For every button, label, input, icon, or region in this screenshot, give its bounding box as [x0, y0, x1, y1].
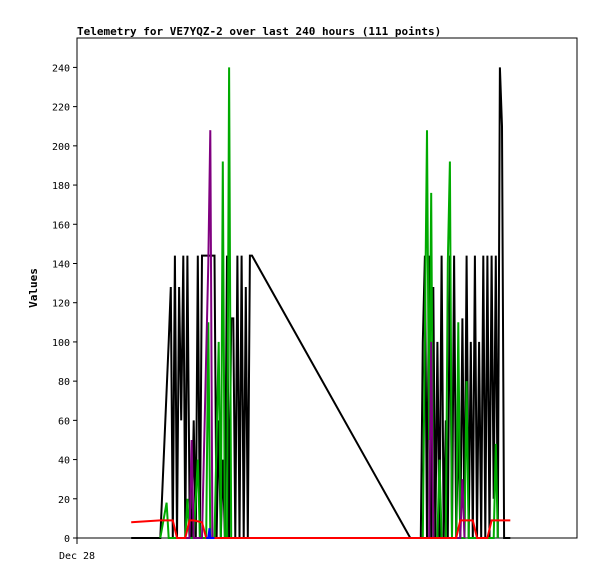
y-axis: 0 20 40 60 80 100 120 140 160 180 200 220 240 [52, 63, 77, 545]
y-tick-label: 80 [58, 377, 70, 388]
y-tick-label: 140 [52, 259, 70, 270]
y-tick-label: 240 [52, 63, 70, 74]
y-tick-label: 220 [52, 103, 70, 114]
y-tick-label: 0 [64, 534, 70, 545]
y-tick-label: 200 [52, 142, 70, 153]
y-tick-label: 180 [52, 181, 70, 192]
y-tick-label: 160 [52, 220, 70, 231]
x-tick-label: Dec 28 [59, 551, 95, 562]
y-tick-label: 120 [52, 299, 70, 310]
y-tick-label: 100 [52, 338, 70, 349]
y-tick-label: 60 [58, 416, 70, 427]
y-tick-label: 20 [58, 495, 70, 506]
x-axis: Dec 28 [59, 538, 95, 562]
series-line-4 [131, 519, 511, 539]
y-tick-label: 40 [58, 456, 70, 467]
chart-title: Telemetry for VE7YQZ-2 over last 240 hou… [77, 25, 441, 38]
series-line-5 [206, 528, 215, 539]
series-layer [131, 67, 511, 539]
y-axis-label: Values [27, 268, 40, 308]
